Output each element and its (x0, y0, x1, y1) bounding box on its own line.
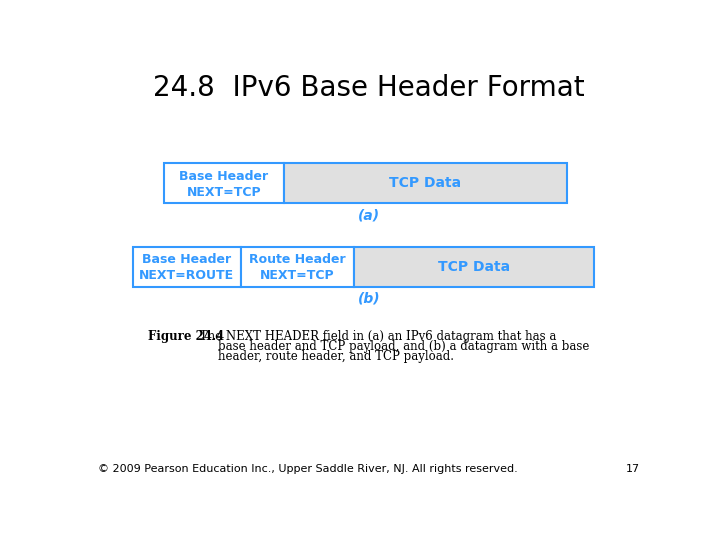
Text: 17: 17 (626, 464, 640, 475)
Text: Base Header: Base Header (143, 253, 231, 266)
Bar (241, 247, 354, 287)
Text: (a): (a) (358, 209, 380, 222)
Text: TCP Data: TCP Data (389, 177, 462, 191)
Bar (354, 247, 594, 287)
Bar (284, 164, 567, 204)
Text: © 2009 Pearson Education Inc., Upper Saddle River, NJ. All rights reserved.: © 2009 Pearson Education Inc., Upper Sad… (98, 464, 518, 475)
Bar (163, 164, 284, 204)
Text: 24.8  IPv6 Base Header Format: 24.8 IPv6 Base Header Format (153, 74, 585, 102)
Text: NEXT=TCP: NEXT=TCP (260, 269, 335, 282)
Text: Base Header: Base Header (179, 170, 269, 183)
Text: Figure 24.4: Figure 24.4 (148, 330, 225, 343)
Text: (b): (b) (358, 292, 380, 306)
Text: TCP Data: TCP Data (438, 260, 510, 274)
Bar (132, 247, 241, 287)
Text: The NEXT HEADER field in (a) an IPv6 datagram that has a: The NEXT HEADER field in (a) an IPv6 dat… (196, 330, 557, 343)
Text: base header and TCP payload, and (b) a datagram with a base: base header and TCP payload, and (b) a d… (218, 340, 589, 354)
Text: Route Header: Route Header (249, 253, 346, 266)
Text: NEXT=TCP: NEXT=TCP (186, 186, 261, 199)
Text: header, route header, and TCP payload.: header, route header, and TCP payload. (218, 350, 454, 363)
Text: NEXT=ROUTE: NEXT=ROUTE (139, 269, 235, 282)
